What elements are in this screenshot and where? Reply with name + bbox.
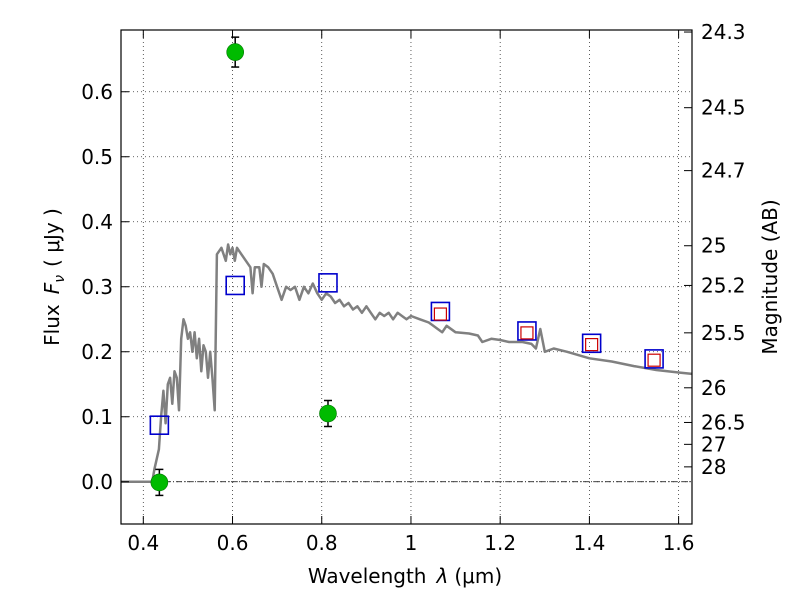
plot-area [121, 36, 693, 497]
model-sed-line [121, 243, 693, 484]
magnitude-tick-label: 26.5 [701, 410, 746, 434]
axes-frame [120, 29, 693, 525]
axes: 0.4 0.6 0.8 1 1.2 1.4 1.6 0.0 0.1 0.2 0.3 0.4 0.5 0.6… [81, 20, 745, 555]
x-tick-label: 0.8 [306, 531, 338, 555]
observed-red-square [520, 326, 534, 340]
observed-photometry-point [226, 43, 244, 61]
observed-photometry-point [319, 404, 337, 423]
y-tick-label: 0.5 [81, 145, 113, 169]
model-photometry-square [644, 349, 664, 369]
magnitude-tick-label: 25.5 [701, 321, 746, 345]
magnitude-tick-label: 24.3 [701, 20, 746, 44]
x-tick-label: 1.2 [484, 531, 516, 555]
observed-photometry-point [150, 473, 169, 492]
observed-red-square [585, 338, 599, 352]
observed-red-square [433, 307, 448, 321]
y-tick-label: 0.3 [81, 275, 113, 299]
magnitude-tick-label: 28 [701, 455, 726, 479]
magnitude-tick-label: 24.7 [701, 159, 746, 183]
x-tick-label: 0.6 [217, 531, 249, 555]
magnitude-tick-label: 24.5 [701, 96, 746, 120]
magnitude-tick-label: 25.2 [701, 273, 746, 297]
magnitude-tick-label: 26 [701, 376, 726, 400]
magnitude-axis-title: Magnitude (AB) [758, 199, 782, 354]
model-photometry-square [517, 321, 537, 341]
y-axis-title: FluxFν( μJy ) [40, 208, 68, 346]
x-tick-label: 1.6 [663, 531, 695, 555]
observed-red-square [647, 353, 661, 367]
model-photometry-square [318, 273, 338, 293]
y-tick-label: 0.6 [81, 80, 113, 104]
model-photometry-square [225, 275, 245, 296]
magnitude-tick-label: 27 [701, 432, 726, 456]
x-tick-label: 1.4 [573, 531, 605, 555]
y-tick-label: 0.0 [81, 470, 113, 494]
x-axis-title: Wavelength λ (μm) [308, 564, 502, 588]
magnitude-tick-label: 25 [701, 234, 726, 258]
model-photometry-square [149, 415, 170, 436]
y-tick-label: 0.1 [81, 405, 113, 429]
x-tick-label: 0.4 [127, 531, 159, 555]
y-tick-label: 0.2 [81, 340, 113, 364]
x-tick-label: 1 [405, 531, 418, 555]
y-tick-label: 0.4 [81, 210, 113, 234]
model-photometry-square [581, 333, 602, 354]
grid-lines [121, 30, 692, 524]
